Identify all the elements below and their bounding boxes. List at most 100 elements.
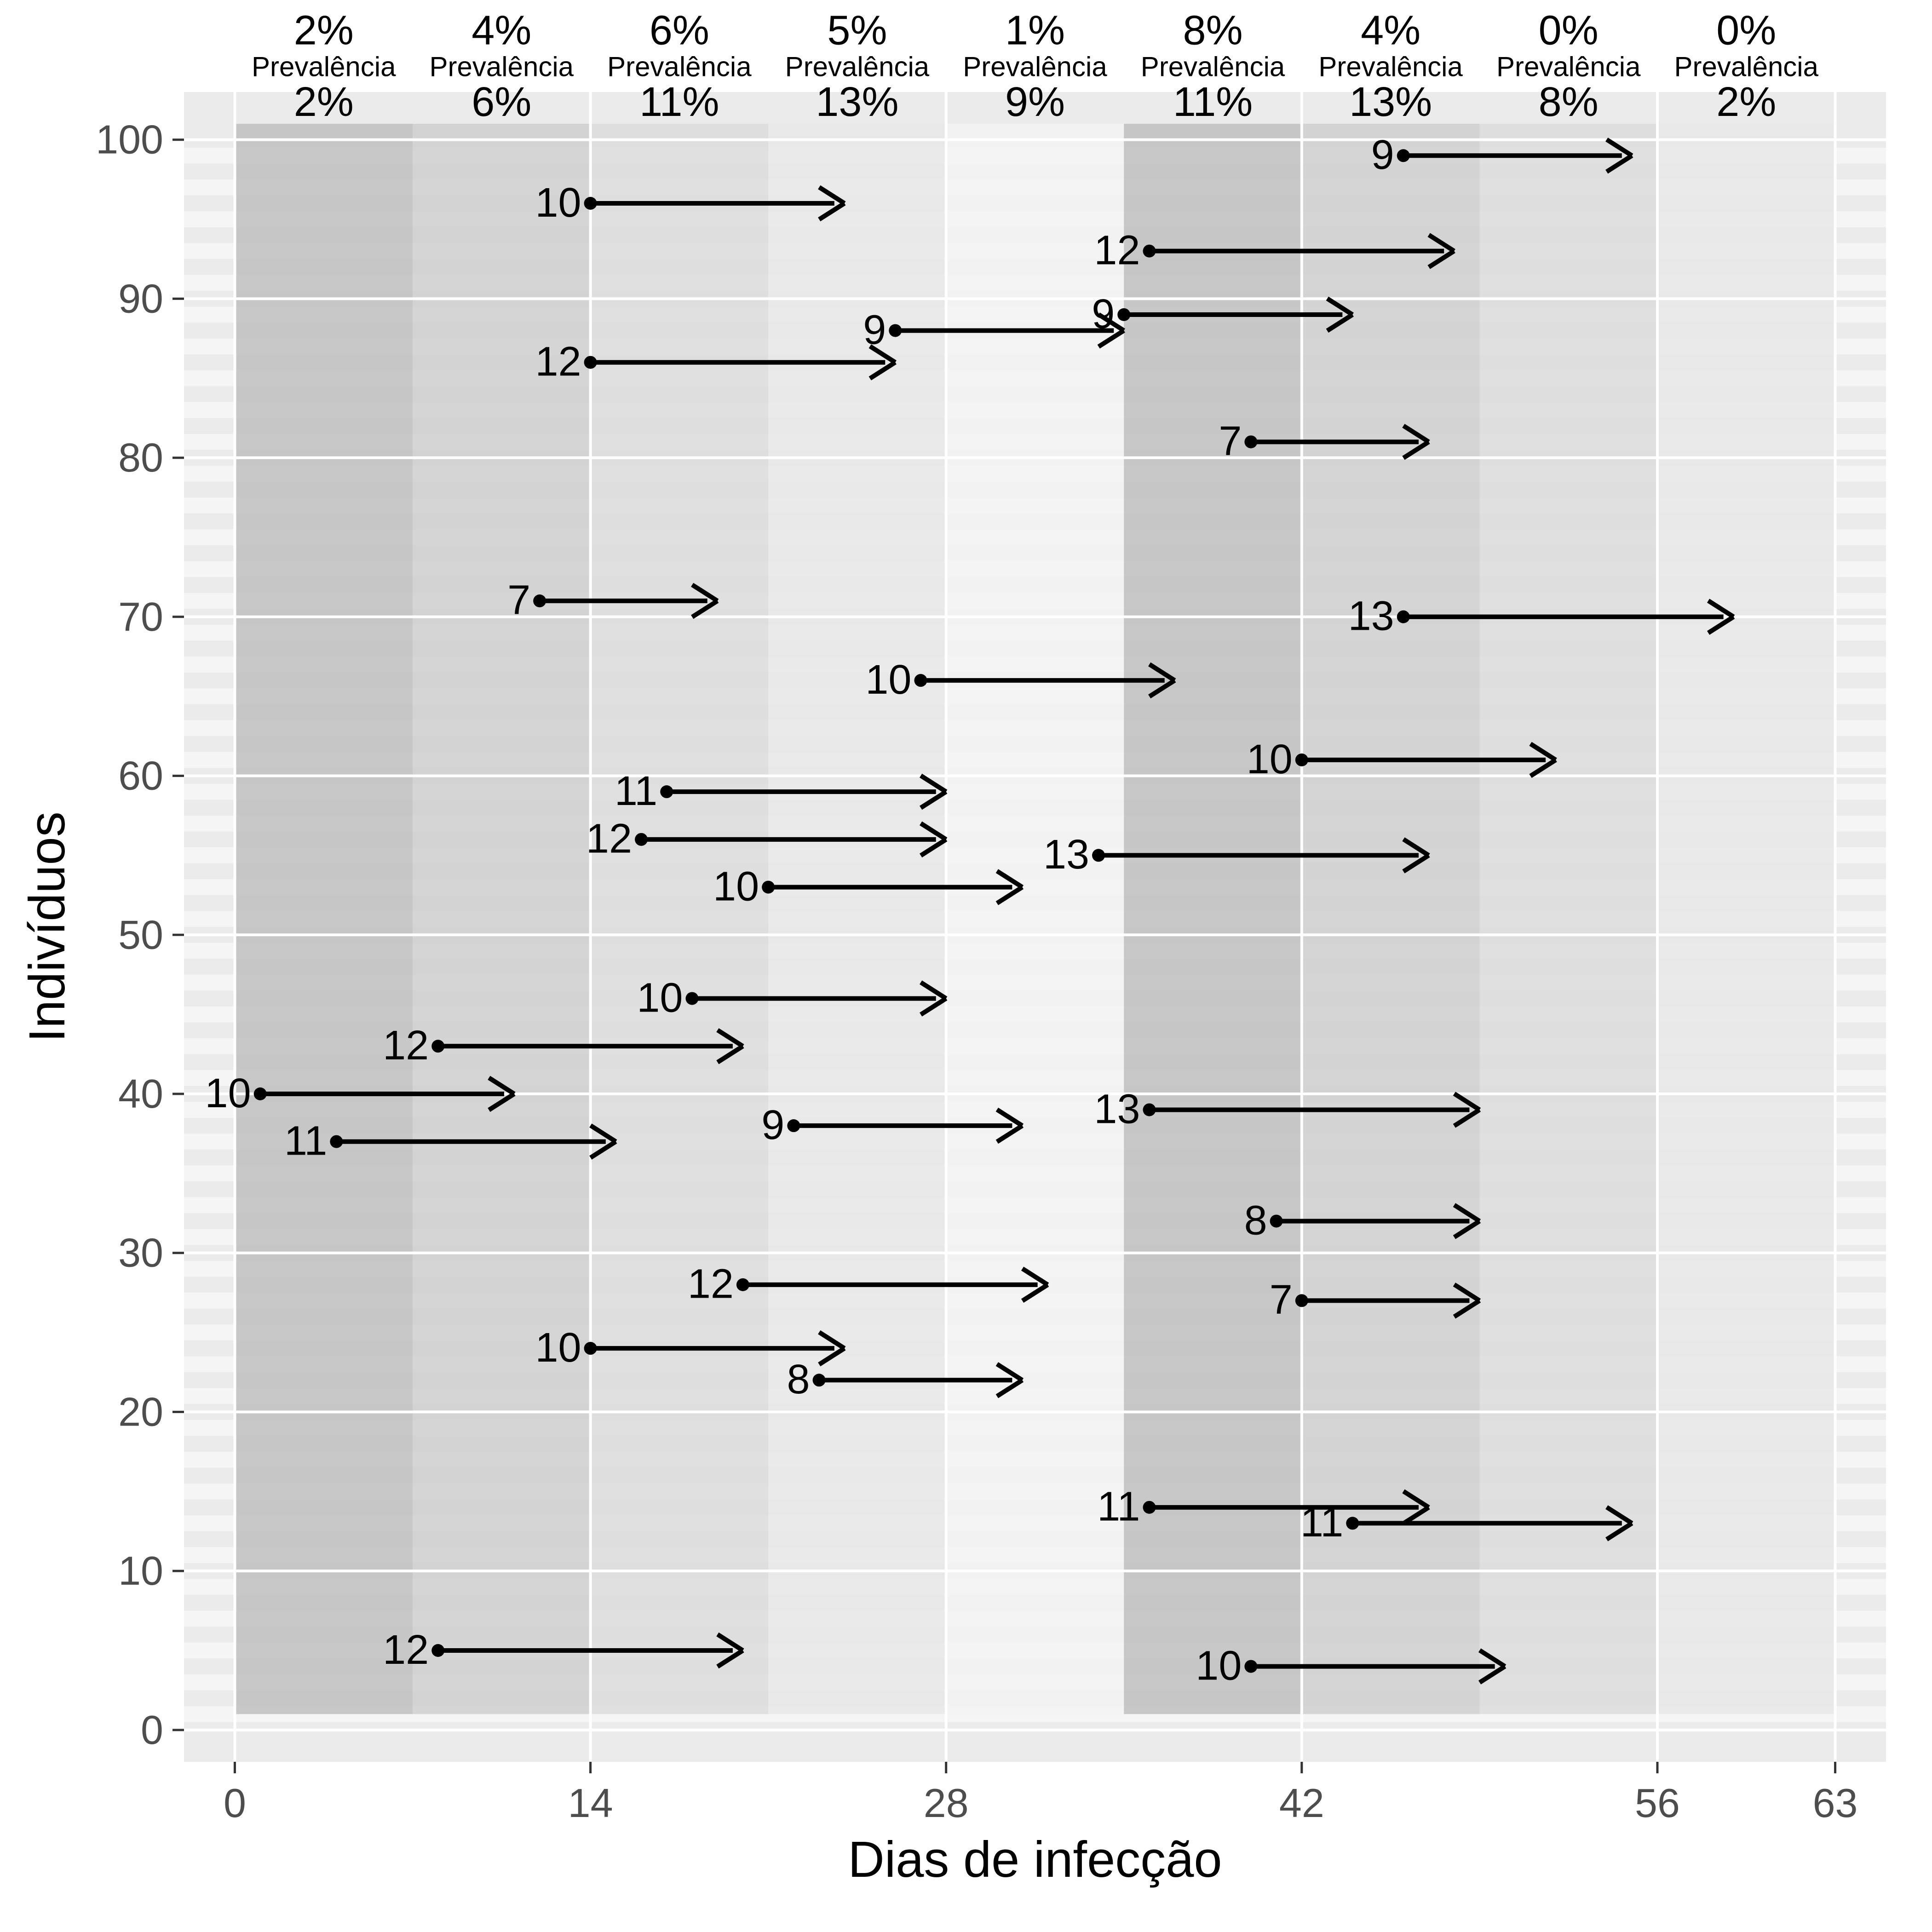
duration-label: 9 <box>1092 291 1115 337</box>
infection-start-dot <box>1244 436 1257 448</box>
duration-label: 13 <box>1094 1086 1140 1132</box>
duration-label: 12 <box>688 1261 734 1307</box>
prevalence-title: Prevalência <box>1674 51 1819 82</box>
y-tick-label: 60 <box>118 753 163 799</box>
incidence-value: 1% <box>1005 7 1065 53</box>
y-tick-label: 10 <box>118 1548 163 1593</box>
duration-label: 10 <box>637 975 683 1021</box>
y-axis-title: Indivíduos <box>19 811 75 1042</box>
duration-label: 10 <box>535 180 581 226</box>
incidence-value: 0% <box>1716 7 1776 53</box>
duration-label: 10 <box>713 863 759 909</box>
duration-label: 9 <box>761 1102 784 1148</box>
duration-label: 8 <box>1244 1197 1267 1243</box>
infection-start-dot <box>1117 308 1130 321</box>
infection-start-dot <box>1397 610 1410 623</box>
infection-start-dot <box>584 356 597 369</box>
infection-start-dot <box>1092 849 1105 862</box>
prevalence-value: 11% <box>1173 79 1253 125</box>
x-tick-label: 42 <box>1279 1780 1324 1826</box>
incidence-title: Incidência <box>973 0 1098 3</box>
y-tick-label: 70 <box>118 594 163 639</box>
incidence-title: Incidência <box>795 0 920 3</box>
duration-label: 10 <box>535 1325 581 1371</box>
duration-label: 12 <box>586 816 632 862</box>
y-tick-label: 100 <box>96 117 163 162</box>
incidence-value: 5% <box>827 7 887 53</box>
week-band <box>946 124 1124 1714</box>
week-band <box>1479 124 1657 1714</box>
y-tick-label: 90 <box>118 276 163 321</box>
duration-label: 10 <box>1247 736 1293 782</box>
infection-start-dot <box>1270 1215 1283 1228</box>
incidence-value: 4% <box>472 7 531 53</box>
week-band <box>1302 124 1480 1714</box>
infection-start-dot <box>1397 149 1410 162</box>
infection-start-dot <box>787 1119 800 1132</box>
duration-label: 10 <box>205 1070 251 1116</box>
infection-start-dot <box>1346 1517 1359 1530</box>
incidence-title: Incidência <box>262 0 386 3</box>
duration-label: 8 <box>787 1357 810 1403</box>
y-tick-label: 80 <box>118 435 163 480</box>
prevalence-value: 2% <box>294 79 354 125</box>
infection-start-dot <box>431 1644 444 1657</box>
duration-label: 9 <box>863 307 886 353</box>
infection-start-dot <box>635 833 648 846</box>
prevalence-title: Prevalência <box>1318 51 1463 82</box>
prevalence-title: Prevalência <box>607 51 752 82</box>
incidence-value: 6% <box>650 7 709 53</box>
incidence-title: Incidência <box>439 0 564 3</box>
infection-start-dot <box>431 1040 444 1052</box>
y-tick-label: 20 <box>118 1389 163 1434</box>
incidence-value: 8% <box>1183 7 1243 53</box>
chart-svg: Incidência2%Prevalência2%Incidência4%Pre… <box>0 0 1932 1932</box>
infection-start-dot <box>1244 1660 1257 1673</box>
prevalence-value: 13% <box>1349 79 1432 125</box>
duration-label: 12 <box>383 1627 429 1673</box>
x-tick-label: 28 <box>924 1780 969 1826</box>
infection-start-dot <box>1295 1294 1308 1307</box>
week-band <box>235 124 413 1714</box>
prevalence-value: 6% <box>472 79 531 125</box>
prevalence-value: 9% <box>1005 79 1065 125</box>
duration-label: 11 <box>284 1118 327 1164</box>
infection-start-dot <box>685 992 698 1005</box>
prevalence-title: Prevalência <box>1496 51 1641 82</box>
incidence-value: 2% <box>294 7 354 53</box>
infection-start-dot <box>254 1087 267 1100</box>
prevalence-value: 8% <box>1539 79 1598 125</box>
infection-start-dot <box>1143 1104 1156 1116</box>
x-axis-title: Dias de infecção <box>848 1831 1222 1888</box>
duration-label: 10 <box>865 657 911 703</box>
prevalence-value: 2% <box>1716 79 1776 125</box>
infection-start-dot <box>584 197 597 210</box>
incidence-value: 0% <box>1539 7 1598 53</box>
incidence-title: Incidência <box>1684 0 1809 3</box>
incidence-title: Incidência <box>617 0 742 3</box>
x-tick-label: 14 <box>568 1780 613 1826</box>
prevalence-title: Prevalência <box>963 51 1107 82</box>
duration-label: 10 <box>1196 1643 1242 1689</box>
prevalence-value: 13% <box>816 79 898 125</box>
infection-start-dot <box>736 1278 749 1291</box>
duration-label: 12 <box>383 1023 429 1069</box>
prevalence-title: Prevalência <box>1141 51 1285 82</box>
y-tick-label: 40 <box>118 1071 163 1116</box>
x-tick-label: 0 <box>224 1780 246 1826</box>
y-tick-label: 30 <box>118 1230 163 1276</box>
duration-label: 7 <box>1219 418 1242 464</box>
incidence-title: Incidência <box>1150 0 1275 3</box>
infection-start-dot <box>889 324 902 337</box>
infection-start-dot <box>584 1342 597 1355</box>
duration-label: 11 <box>1300 1500 1343 1546</box>
prevalence-title: Prevalência <box>430 51 574 82</box>
prevalence-title: Prevalência <box>252 51 396 82</box>
duration-label: 12 <box>535 339 581 385</box>
infection-start-dot <box>914 674 927 687</box>
infection-start-dot <box>660 785 673 798</box>
duration-label: 12 <box>1094 227 1140 273</box>
infection-start-dot <box>330 1135 343 1148</box>
infection-start-dot <box>762 881 775 894</box>
prevalence-title: Prevalência <box>785 51 930 82</box>
